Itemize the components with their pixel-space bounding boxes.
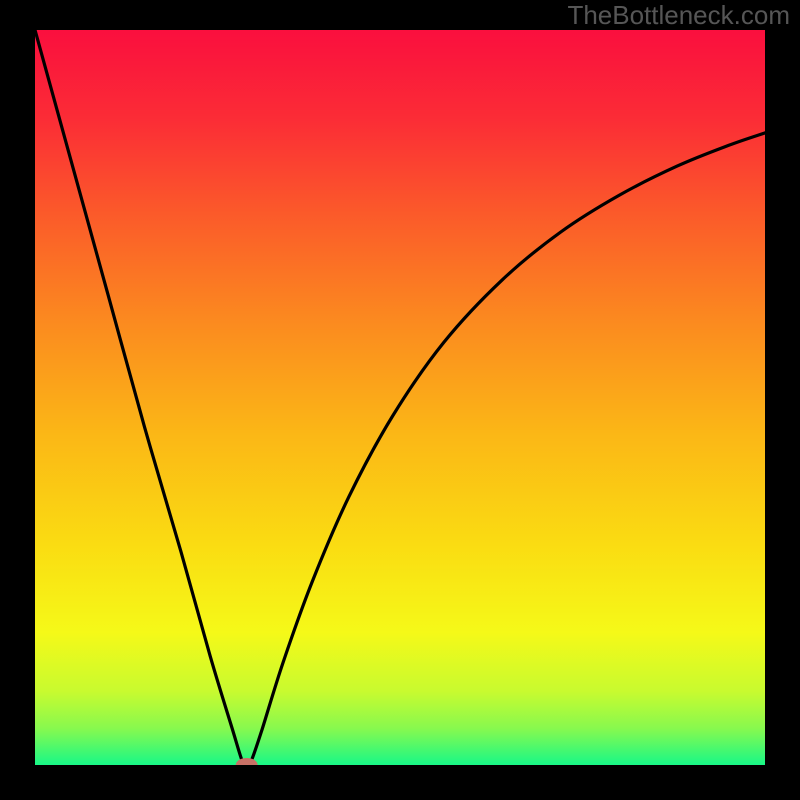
chart-stage: TheBottleneck.com xyxy=(0,0,800,800)
plot-background xyxy=(35,30,765,765)
attribution-text: TheBottleneck.com xyxy=(567,0,790,31)
bottleneck-chart xyxy=(0,0,800,800)
